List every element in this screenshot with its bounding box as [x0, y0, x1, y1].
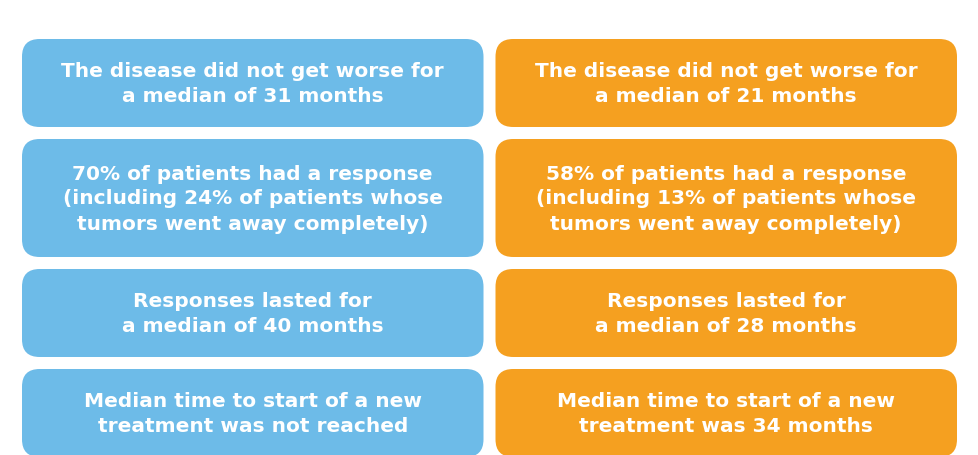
Text: Responses lasted for
a median of 28 months: Responses lasted for a median of 28 mont… — [595, 291, 856, 335]
Text: 58% of patients had a response
(including 13% of patients whose
tumors went away: 58% of patients had a response (includin… — [536, 164, 915, 233]
FancyBboxPatch shape — [495, 140, 956, 258]
Text: Median time to start of a new
treatment was not reached: Median time to start of a new treatment … — [84, 391, 422, 435]
Text: Median time to start of a new
treatment was 34 months: Median time to start of a new treatment … — [556, 391, 894, 435]
Text: The disease did not get worse for
a median of 31 months: The disease did not get worse for a medi… — [62, 62, 444, 106]
Text: The disease did not get worse for
a median of 21 months: The disease did not get worse for a medi… — [534, 62, 916, 106]
FancyBboxPatch shape — [22, 40, 483, 128]
FancyBboxPatch shape — [495, 40, 956, 128]
FancyBboxPatch shape — [22, 269, 483, 357]
FancyBboxPatch shape — [495, 269, 956, 357]
FancyBboxPatch shape — [22, 140, 483, 258]
Text: Responses lasted for
a median of 40 months: Responses lasted for a median of 40 mont… — [122, 291, 383, 335]
FancyBboxPatch shape — [495, 369, 956, 455]
Text: 70% of patients had a response
(including 24% of patients whose
tumors went away: 70% of patients had a response (includin… — [63, 164, 442, 233]
FancyBboxPatch shape — [22, 369, 483, 455]
